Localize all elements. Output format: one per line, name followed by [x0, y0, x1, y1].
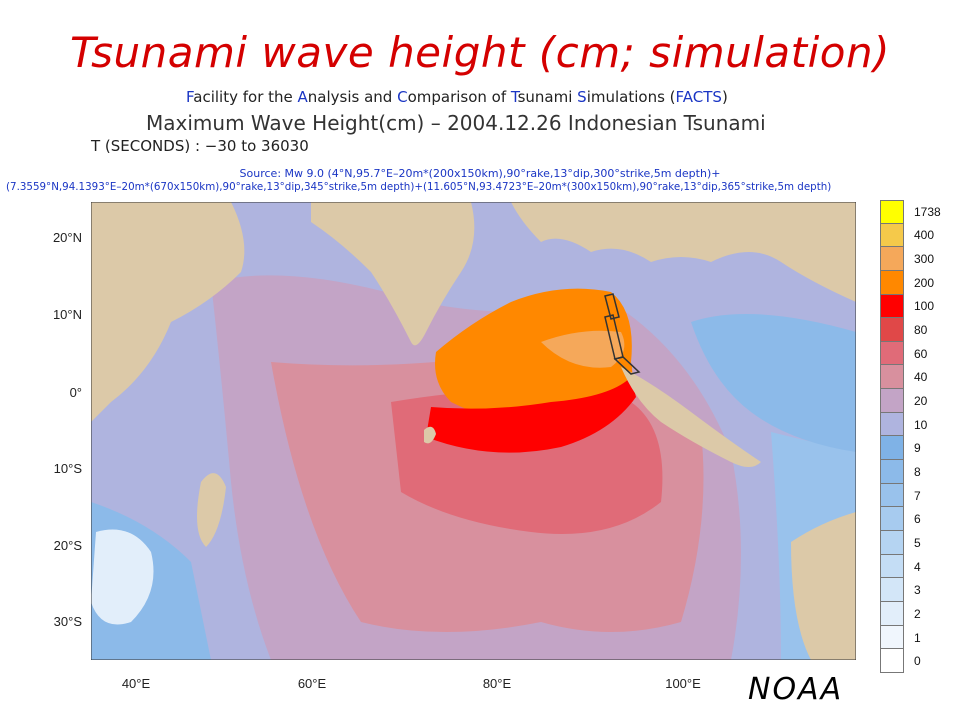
colorbar-label: 0: [914, 654, 921, 669]
facility-segment: FACTS: [675, 88, 722, 106]
colorbar-swatch: [880, 270, 904, 295]
facility-segment: A: [297, 88, 308, 106]
colorbar-label: 6: [914, 512, 921, 527]
red-band: [426, 377, 636, 453]
colorbar-swatch: [880, 318, 904, 342]
colorbar-swatch: [880, 578, 904, 602]
colorbar-swatch: [880, 507, 904, 531]
colorbar-label: 10: [914, 417, 928, 432]
colorbar-swatch: [880, 483, 904, 508]
facility-segment: ): [721, 88, 728, 106]
colorbar-label: 400: [914, 228, 935, 243]
page-title: Tsunami wave height (cm; simulation): [69, 28, 891, 77]
colorbar-swatch: [880, 530, 904, 555]
facility-subtitle: Facility for the Analysis and Comparison…: [186, 88, 728, 106]
land-sumatra: [621, 367, 761, 467]
colorbar-label: 7: [914, 488, 921, 503]
land-australia: [791, 512, 856, 660]
credit-text: NOAA: [748, 672, 844, 707]
land-southeast-asia: [511, 202, 856, 302]
colorbar-label: 100: [914, 299, 935, 314]
colorbar-swatch: [880, 412, 904, 437]
colorbar-swatch: [880, 200, 904, 224]
facility-segment: omparison of: [407, 88, 511, 106]
land-sri-lanka: [424, 426, 436, 444]
facility-segment: acility for the: [193, 88, 298, 106]
land-africa-arabia: [91, 202, 245, 422]
lat-label: 0°: [69, 385, 82, 400]
colorbar-swatch: [880, 436, 904, 461]
colorbar-swatch: [880, 554, 904, 579]
colorbar-label: 9: [914, 441, 921, 456]
lat-label: 10°N: [52, 307, 82, 322]
lat-label: 20°N: [52, 230, 82, 245]
colorbar-label: 20: [914, 394, 928, 409]
lon-label: 80°E: [482, 676, 512, 691]
bay-of-bengal-high-zone: [435, 288, 633, 425]
colorbar: [880, 200, 904, 673]
source-line-2: (7.3559°N,94.1393°E–20m*(670x150km),90°r…: [6, 181, 832, 193]
colorbar-swatch: [880, 601, 904, 626]
lat-label: 10°S: [53, 461, 82, 476]
lat-label: 20°S: [53, 538, 82, 553]
colorbar-label: 8: [914, 464, 921, 479]
source-line-1: Source: Mw 9.0 (4°N,95.7°E–20m*(200x150k…: [239, 167, 721, 180]
lon-label: 40°E: [121, 676, 151, 691]
colorbar-label: 40: [914, 370, 928, 385]
time-range: T (SECONDS) : −30 to 36030: [91, 137, 309, 155]
colorbar-swatch: [880, 460, 904, 484]
colorbar-swatch: [880, 649, 904, 673]
lat-label: 30°S: [53, 614, 82, 629]
colorbar-swatch: [880, 247, 904, 271]
colorbar-label: 200: [914, 275, 935, 290]
facility-segment: F: [186, 88, 194, 106]
colorbar-label: 80: [914, 323, 928, 338]
colorbar-swatch: [880, 341, 904, 366]
colorbar-label: 60: [914, 346, 928, 361]
map-title: Maximum Wave Height(cm) – 2004.12.26 Ind…: [146, 111, 766, 135]
colorbar-label: 1738: [914, 204, 941, 219]
fault-segments: [604, 293, 641, 375]
colorbar-label: 3: [914, 583, 921, 598]
lon-label: 60°E: [297, 676, 327, 691]
facility-segment: T: [510, 88, 518, 106]
facility-segment: nalysis and: [307, 88, 398, 106]
wave-height-map: [91, 202, 856, 660]
colorbar-swatch: [880, 223, 904, 248]
colorbar-swatch: [880, 625, 904, 650]
land-madagascar: [197, 473, 226, 547]
land-india: [311, 202, 475, 346]
colorbar-label: 2: [914, 606, 921, 621]
colorbar-label: 300: [914, 252, 935, 267]
colorbar-label: 1: [914, 630, 921, 645]
colorbar-swatch: [880, 365, 904, 390]
facility-segment: C: [397, 88, 408, 106]
colorbar-swatch: [880, 294, 904, 319]
facility-segment: imulations (: [586, 88, 676, 106]
facility-segment: sunami: [517, 88, 578, 106]
facility-segment: S: [577, 88, 587, 106]
colorbar-label: 4: [914, 559, 921, 574]
colorbar-swatch: [880, 389, 904, 413]
colorbar-label: 5: [914, 535, 921, 550]
lon-label: 100°E: [665, 676, 701, 691]
